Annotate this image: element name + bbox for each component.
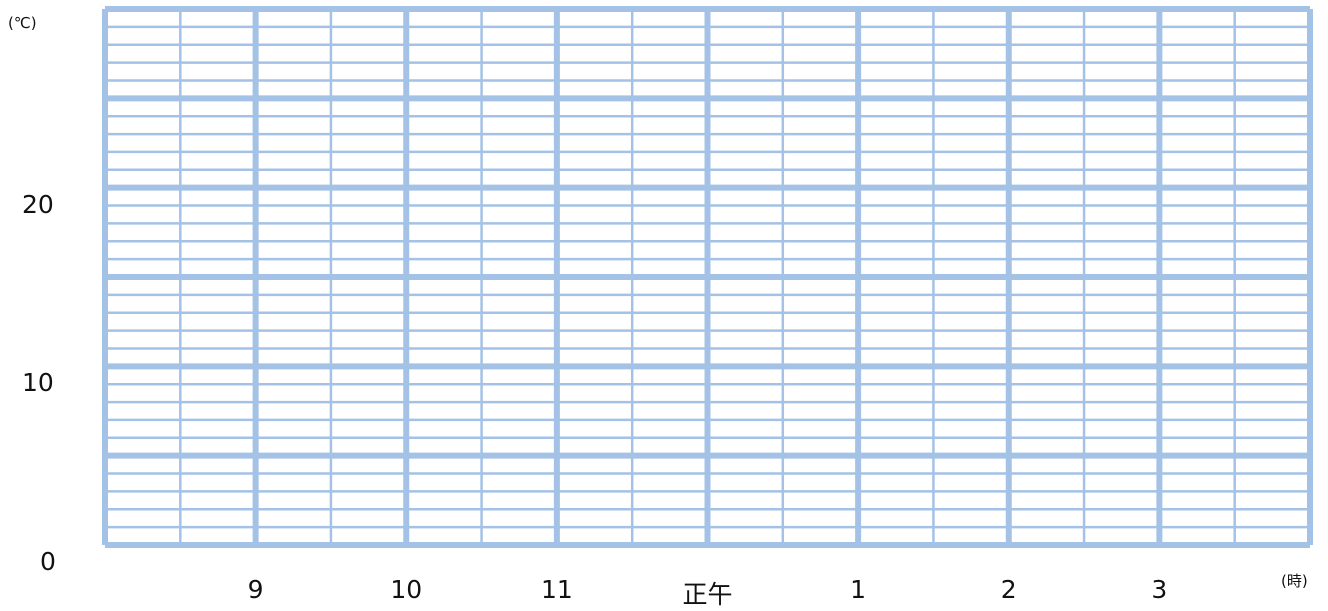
y-tick-label: 10 <box>22 368 54 398</box>
y-tick-label: 0 <box>40 547 56 576</box>
x-tick-label: 2 <box>1000 575 1017 604</box>
y-axis-unit-label: (℃) <box>8 14 37 32</box>
x-tick-label: 正午 <box>682 580 733 609</box>
x-tick-label: 3 <box>1151 575 1168 604</box>
x-tick-label: 10 <box>390 575 423 604</box>
x-tick-label: 9 <box>247 575 264 604</box>
x-tick-label: 1 <box>850 575 867 604</box>
x-axis-unit-label: (時) <box>1281 572 1308 590</box>
y-tick-label: 20 <box>22 189 54 219</box>
x-tick-label: 11 <box>540 575 573 604</box>
